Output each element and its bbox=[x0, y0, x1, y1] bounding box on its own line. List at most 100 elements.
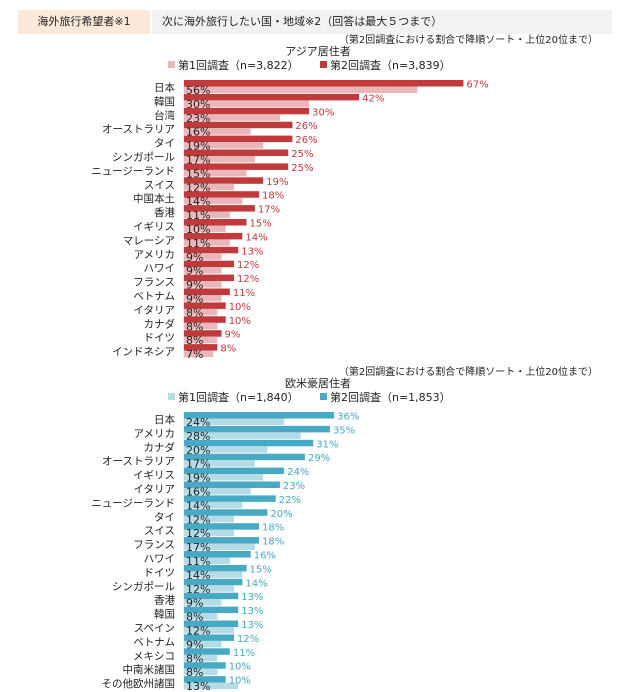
asia-bar-s2 bbox=[184, 260, 235, 268]
west-bar-s2 bbox=[184, 412, 335, 419]
west-value-label-s1: 17% bbox=[186, 541, 210, 554]
west-bar-s1 bbox=[184, 460, 255, 467]
asia-category-label: 日本 bbox=[154, 81, 175, 94]
west-category-label: ベトナム bbox=[133, 636, 175, 648]
west-value-label-s2: 36% bbox=[337, 412, 359, 423]
west-bar-s1 bbox=[184, 557, 230, 564]
asia-bar-s2 bbox=[184, 80, 464, 87]
west-value-label-s2: 15% bbox=[250, 564, 272, 575]
west-bar-s1 bbox=[184, 585, 235, 592]
west-category-label: 韓国 bbox=[154, 609, 175, 621]
asia-value-label-s1: 12% bbox=[186, 181, 210, 194]
asia-value-label-s1: 11% bbox=[186, 237, 210, 250]
asia-value-label-s2: 25% bbox=[291, 149, 313, 160]
asia-value-label-s2: 17% bbox=[258, 205, 280, 216]
west-bar-s1 bbox=[184, 432, 301, 439]
asia-value-label-s2: 12% bbox=[237, 260, 259, 271]
asia-value-label-s1: 15% bbox=[186, 167, 210, 180]
west-bar-s2 bbox=[184, 564, 247, 572]
west-value-label-s1: 13% bbox=[186, 680, 210, 692]
asia-value-label-s1: 16% bbox=[186, 126, 210, 139]
asia-bar-s2 bbox=[184, 135, 293, 143]
asia-value-label-s2: 18% bbox=[262, 191, 284, 202]
west-bar-s1 bbox=[184, 446, 268, 453]
asia-value-label-s2: 19% bbox=[266, 177, 288, 188]
asia-bar-s1 bbox=[184, 253, 222, 260]
west-bar-s2 bbox=[184, 523, 260, 530]
asia-value-label-s1: 19% bbox=[186, 140, 210, 153]
asia-value-label-s1: 30% bbox=[186, 98, 210, 111]
west-value-label-s2: 14% bbox=[245, 578, 267, 589]
asia-value-label-s1: 14% bbox=[186, 195, 210, 208]
west-legend-s1: 第1回調査（n=1,840） bbox=[178, 390, 299, 404]
west-chart-title: 欧米豪居住者 bbox=[285, 376, 351, 390]
asia-value-label-s1: 9% bbox=[186, 293, 203, 306]
west-bar-s2 bbox=[184, 620, 239, 627]
asia-category-label: ニュージーランド bbox=[91, 165, 175, 177]
west-value-label-s2: 10% bbox=[229, 662, 251, 673]
west-legend-s2: 第2回調査（n=1,853） bbox=[330, 390, 451, 404]
west-bar-s1 bbox=[184, 543, 255, 551]
west-value-label-s2: 22% bbox=[279, 495, 301, 506]
asia-bar-s1 bbox=[184, 156, 255, 163]
asia-bar-s1 bbox=[184, 336, 218, 344]
asia-category-label: イタリア bbox=[133, 304, 175, 316]
west-bar-s2 bbox=[184, 606, 239, 614]
asia-category-label: シンガポール bbox=[112, 152, 175, 164]
west-bar-s1 bbox=[184, 613, 218, 620]
asia-value-label-s2: 11% bbox=[233, 288, 255, 299]
asia-value-label-s1: 7% bbox=[186, 348, 203, 361]
asia-bar-s2 bbox=[184, 274, 235, 282]
west-category-label: その他欧州諸国 bbox=[102, 677, 176, 690]
asia-bar-s2 bbox=[184, 177, 264, 184]
west-value-label-s2: 23% bbox=[283, 481, 305, 492]
west-value-label-s2: 10% bbox=[229, 676, 251, 687]
west-bar-s1 bbox=[184, 515, 235, 523]
asia-value-label-s1: 56% bbox=[186, 84, 210, 97]
asia-category-label: 台湾 bbox=[154, 109, 175, 122]
west-bar-s1 bbox=[184, 627, 235, 634]
asia-bar-s2 bbox=[184, 316, 226, 323]
asia-bar-s1 bbox=[184, 295, 222, 302]
asia-bar-s1 bbox=[184, 86, 418, 93]
west-bar-s1 bbox=[184, 654, 218, 662]
asia-value-label-s1: 9% bbox=[186, 251, 203, 264]
asia-category-label: カナダ bbox=[144, 317, 176, 330]
asia-category-label: タイ bbox=[154, 138, 175, 150]
west-bar-s2 bbox=[184, 467, 285, 475]
west-value-label-s2: 13% bbox=[241, 606, 263, 617]
asia-category-label: マレーシア bbox=[123, 235, 175, 247]
asia-category-label: ハワイ bbox=[144, 263, 176, 275]
west-value-label-s2: 12% bbox=[237, 634, 259, 645]
asia-value-label-s2: 10% bbox=[229, 302, 251, 313]
asia-value-label-s2: 67% bbox=[466, 80, 488, 91]
asia-bar-s2 bbox=[184, 149, 289, 156]
west-category-label: 日本 bbox=[154, 413, 175, 426]
west-value-label-s1: 9% bbox=[186, 597, 203, 610]
west-bar-s2 bbox=[184, 592, 239, 600]
west-legend-swatch-s1 bbox=[168, 393, 175, 400]
asia-bar-s2 bbox=[184, 107, 310, 115]
asia-bar-s1 bbox=[184, 308, 218, 316]
west-value-label-s1: 28% bbox=[186, 430, 210, 443]
west-bar-s2 bbox=[184, 509, 268, 516]
west-value-label-s1: 12% bbox=[186, 527, 210, 540]
west-category-label: ニュージーランド bbox=[91, 497, 175, 509]
asia-value-label-s1: 8% bbox=[186, 320, 203, 333]
west-bar-s2 bbox=[184, 551, 251, 558]
asia-value-label-s2: 15% bbox=[250, 219, 272, 230]
asia-bar-s2 bbox=[184, 191, 260, 198]
west-category-label: メキシコ bbox=[133, 650, 175, 662]
asia-bar-s1 bbox=[184, 128, 251, 135]
west-value-label-s1: 19% bbox=[186, 472, 210, 485]
asia-value-label-s1: 10% bbox=[186, 223, 210, 236]
asia-bar-s1 bbox=[184, 239, 230, 246]
asia-category-label: インドネシア bbox=[112, 346, 175, 358]
west-category-label: フランス bbox=[133, 539, 175, 551]
west-value-label-s1: 11% bbox=[186, 555, 210, 568]
west-value-label-s1: 17% bbox=[186, 458, 210, 471]
asia-category-label: イギリス bbox=[133, 221, 175, 233]
asia-bar-s1 bbox=[184, 197, 243, 205]
asia-bar-s1 bbox=[184, 350, 214, 358]
west-bar-s1 bbox=[184, 682, 239, 690]
